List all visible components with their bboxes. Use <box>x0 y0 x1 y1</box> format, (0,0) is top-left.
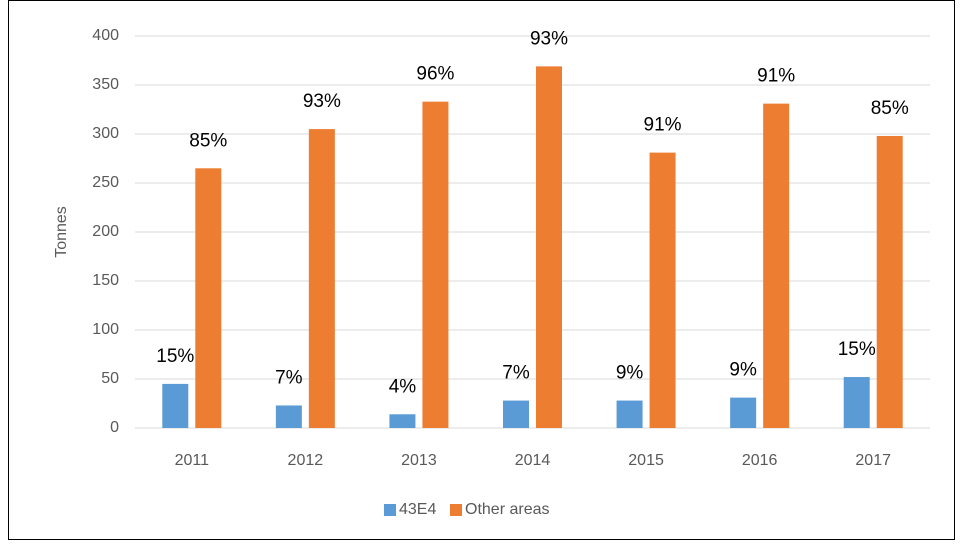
legend-label: Other areas <box>465 501 549 518</box>
x-tick-label: 2015 <box>628 452 664 469</box>
y-tick-label: 100 <box>92 321 119 338</box>
x-tick-label: 2011 <box>175 452 210 469</box>
y-tick-label: 0 <box>110 419 119 436</box>
legend-label: 43E4 <box>399 501 436 518</box>
value-label: 85% <box>189 130 227 151</box>
value-label: 9% <box>729 360 757 381</box>
value-label: 85% <box>871 98 909 119</box>
bar <box>763 103 790 429</box>
bar <box>422 101 449 428</box>
bar <box>389 414 416 428</box>
bar <box>195 168 222 429</box>
bar <box>730 397 757 428</box>
y-tick-label: 150 <box>92 272 119 289</box>
bar <box>308 129 335 428</box>
value-label: 7% <box>275 367 303 388</box>
y-tick-label: 400 <box>92 27 119 44</box>
bar <box>275 405 302 428</box>
legend-swatch <box>450 504 462 516</box>
value-label: 9% <box>616 363 644 384</box>
y-axis-label: Tonnes <box>53 206 70 258</box>
x-tick-label: 2016 <box>742 452 778 469</box>
bar <box>536 66 562 428</box>
bar <box>843 377 870 428</box>
x-tick-label: 2013 <box>401 452 437 469</box>
value-label: 15% <box>838 339 876 360</box>
value-label: 7% <box>502 363 530 384</box>
x-tick-label: 2012 <box>288 452 324 469</box>
value-label: 96% <box>416 64 454 85</box>
bar <box>616 400 643 428</box>
chart-frame <box>8 0 955 540</box>
y-tick-label: 50 <box>101 370 119 387</box>
value-label: 15% <box>156 346 194 367</box>
value-label: 91% <box>644 115 682 136</box>
value-label: 4% <box>389 376 417 397</box>
y-tick-label: 350 <box>92 76 119 93</box>
value-label: 93% <box>303 91 341 112</box>
bar <box>649 152 676 428</box>
value-label: 93% <box>530 28 568 49</box>
y-tick-label: 200 <box>92 223 119 240</box>
y-tick-label: 250 <box>92 174 119 191</box>
y-tick-label: 300 <box>92 125 119 142</box>
legend-swatch <box>384 504 396 516</box>
x-tick-label: 2017 <box>855 452 891 469</box>
bar <box>503 400 529 428</box>
bar <box>162 383 189 428</box>
value-label: 91% <box>757 66 795 87</box>
bar <box>876 135 903 428</box>
x-tick-label: 2014 <box>515 452 551 469</box>
